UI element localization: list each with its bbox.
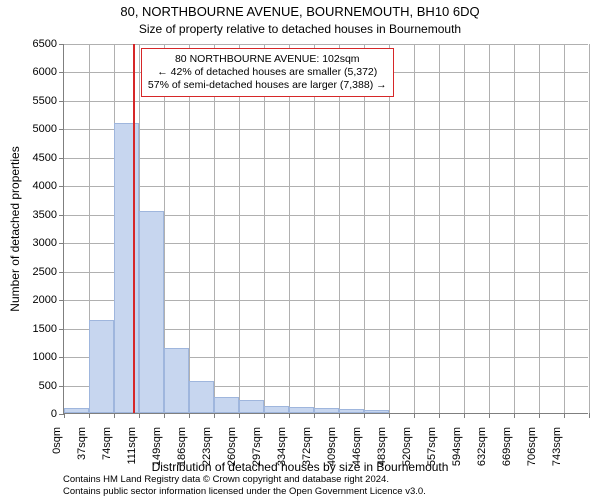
y-tick: [59, 272, 64, 273]
grid-line-v: [439, 44, 440, 413]
x-tick: [139, 413, 140, 418]
x-tick: [489, 413, 490, 418]
x-tick: [464, 413, 465, 418]
y-tick-label: 2000: [7, 294, 57, 306]
x-tick: [64, 413, 65, 418]
grid-line-v: [189, 44, 190, 413]
grid-line-v: [514, 44, 515, 413]
footer-line2: Contains public sector information licen…: [63, 486, 426, 497]
chart-subtitle: Size of property relative to detached ho…: [0, 22, 600, 36]
y-tick: [59, 158, 64, 159]
y-tick-label: 5000: [7, 123, 57, 135]
x-tick: [214, 413, 215, 418]
grid-line-v: [414, 44, 415, 413]
y-tick: [59, 386, 64, 387]
y-tick: [59, 72, 64, 73]
grid-line-v: [389, 44, 390, 413]
x-tick: [389, 413, 390, 418]
grid-line-v: [214, 44, 215, 413]
x-tick: [114, 413, 115, 418]
y-tick-label: 1500: [7, 323, 57, 335]
y-tick-label: 4000: [7, 180, 57, 192]
x-tick: [239, 413, 240, 418]
histogram-bar: [339, 409, 364, 413]
y-tick: [59, 357, 64, 358]
y-tick: [59, 300, 64, 301]
annotation-line3: 57% of semi-detached houses are larger (…: [148, 79, 387, 92]
y-tick-label: 6500: [7, 38, 57, 50]
grid-line-h: [64, 44, 588, 45]
histogram-bar: [64, 408, 89, 413]
chart-title: 80, NORTHBOURNE AVENUE, BOURNEMOUTH, BH1…: [0, 4, 600, 19]
grid-line-v: [264, 44, 265, 413]
x-tick: [89, 413, 90, 418]
y-tick-label: 6000: [7, 66, 57, 78]
histogram-bar: [214, 397, 239, 414]
grid-line-v: [464, 44, 465, 413]
x-tick: [314, 413, 315, 418]
grid-line-v: [314, 44, 315, 413]
y-tick: [59, 243, 64, 244]
x-tick: [589, 413, 590, 418]
x-tick: [539, 413, 540, 418]
y-tick-label: 0: [7, 408, 57, 420]
y-tick-label: 1000: [7, 351, 57, 363]
grid-line-h: [64, 101, 588, 102]
x-tick: [289, 413, 290, 418]
grid-line-v: [589, 44, 590, 413]
x-tick: [189, 413, 190, 418]
plot-area: 80 NORTHBOURNE AVENUE: 102sqm← 42% of de…: [63, 44, 588, 414]
y-tick: [59, 129, 64, 130]
histogram-bar: [139, 211, 164, 413]
chart-footer: Contains HM Land Registry data © Crown c…: [63, 474, 426, 497]
grid-line-h: [64, 158, 588, 159]
grid-line-v: [364, 44, 365, 413]
y-tick-label: 500: [7, 380, 57, 392]
y-tick-label: 2500: [7, 266, 57, 278]
grid-line-v: [339, 44, 340, 413]
histogram-bar: [264, 406, 289, 413]
x-axis-label: Distribution of detached houses by size …: [0, 460, 600, 474]
y-tick: [59, 186, 64, 187]
x-tick: [564, 413, 565, 418]
chart-container: 80, NORTHBOURNE AVENUE, BOURNEMOUTH, BH1…: [0, 0, 600, 500]
y-tick-label: 4500: [7, 152, 57, 164]
grid-line-v: [539, 44, 540, 413]
x-tick: [264, 413, 265, 418]
histogram-bar: [364, 410, 389, 413]
x-tick: [439, 413, 440, 418]
grid-line-v: [289, 44, 290, 413]
y-tick: [59, 44, 64, 45]
y-tick: [59, 101, 64, 102]
annotation-line1: 80 NORTHBOURNE AVENUE: 102sqm: [148, 53, 387, 66]
histogram-bar: [89, 320, 114, 413]
x-tick: [514, 413, 515, 418]
y-tick: [59, 215, 64, 216]
y-tick: [59, 329, 64, 330]
x-tick: [364, 413, 365, 418]
histogram-bar: [314, 408, 339, 413]
histogram-bar: [189, 381, 214, 413]
footer-line1: Contains HM Land Registry data © Crown c…: [63, 474, 426, 485]
histogram-bar: [164, 348, 189, 413]
grid-line-v: [564, 44, 565, 413]
histogram-bar: [114, 123, 139, 413]
x-tick: [414, 413, 415, 418]
annotation-line2: ← 42% of detached houses are smaller (5,…: [148, 66, 387, 79]
y-axis-label-text: Number of detached properties: [8, 146, 22, 311]
grid-line-v: [239, 44, 240, 413]
grid-line-h: [64, 186, 588, 187]
grid-line-v: [489, 44, 490, 413]
grid-line-h: [64, 129, 588, 130]
y-tick-label: 3500: [7, 209, 57, 221]
histogram-bar: [289, 407, 314, 413]
annotation-box: 80 NORTHBOURNE AVENUE: 102sqm← 42% of de…: [141, 48, 394, 97]
y-tick-label: 5500: [7, 95, 57, 107]
x-tick: [339, 413, 340, 418]
x-tick: [164, 413, 165, 418]
y-tick-label: 3000: [7, 237, 57, 249]
histogram-bar: [239, 400, 264, 413]
reference-line: [133, 44, 135, 413]
